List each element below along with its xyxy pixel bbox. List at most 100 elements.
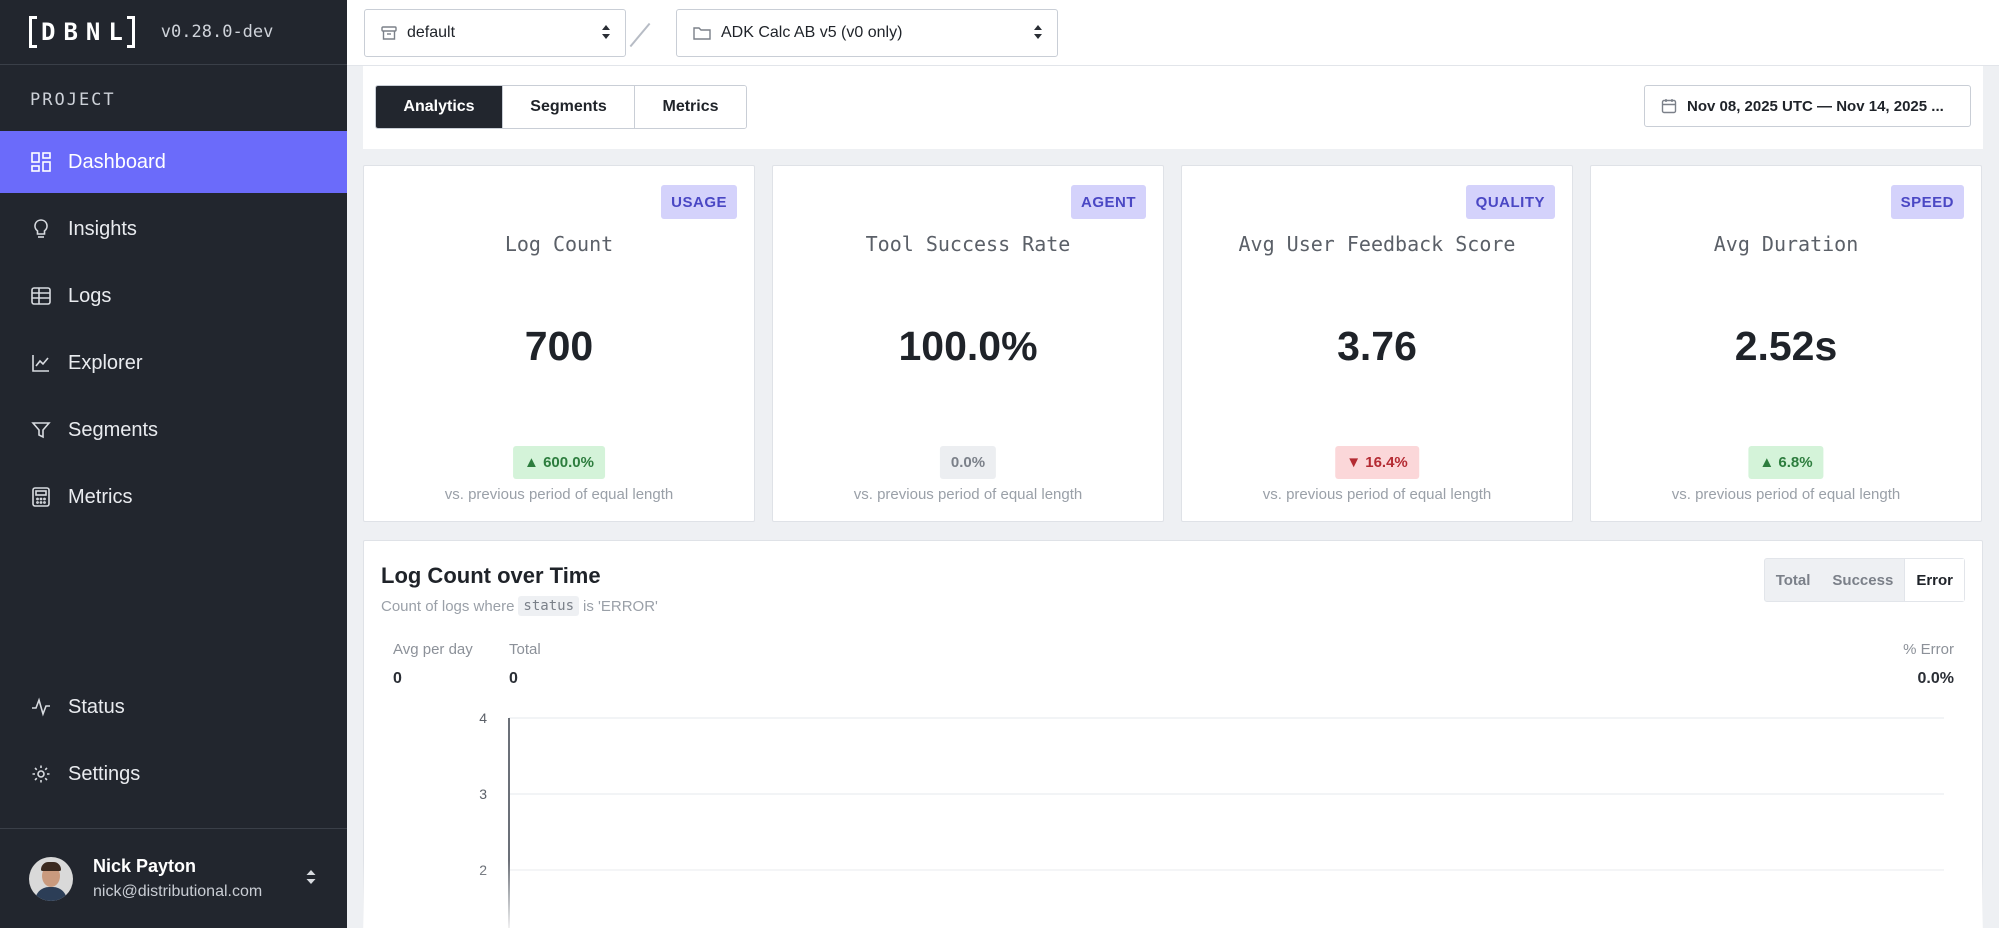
delta-badge: ▲ 600.0% [513,446,605,479]
toggle-total[interactable]: Total [1775,571,1811,589]
activity-icon [30,696,52,718]
sidebar-item-label: Metrics [68,485,133,508]
log-count-chart: 4 3 2 [479,710,1944,928]
sidebar-item-label: Settings [68,762,141,785]
user-email: nick@distributional.com [93,883,263,900]
category-badge: USAGE [661,185,737,219]
sidebar-item-label: Dashboard [68,150,166,173]
user-name: Nick Payton [93,856,197,876]
y-tick-label: 4 [479,710,487,726]
category-badge: AGENT [1071,185,1146,219]
metric-card-avg-duration: SPEED Avg Duration 2.52s ▲ 6.8% vs. prev… [1590,165,1982,522]
panel-title: Log Count over Time [381,563,601,588]
sidebar-item-dashboard[interactable]: Dashboard [0,131,347,193]
namespace-select-value: default [407,24,456,41]
metric-card-avg-user-feedback-score: QUALITY Avg User Feedback Score 3.76 ▼ 1… [1181,165,1573,522]
card-value: 2.52s [1734,323,1838,369]
subtitle-code: status [518,596,579,616]
date-range-value: Nov 08, 2025 UTC — Nov 14, 2025 ... [1687,97,1944,115]
toggle-error[interactable]: Error [1904,559,1964,601]
card-footnote: vs. previous period of equal length [1262,486,1492,503]
stat-value: 0 [393,670,402,687]
sidebar-item-label: Explorer [68,351,143,374]
sidebar-item-label: Insights [68,217,137,240]
subtitle-suffix: is 'ERROR' [583,597,658,615]
stat-label: Total [509,641,541,658]
card-title: Avg Duration [1713,232,1859,256]
table-icon [30,285,52,307]
chevron-up-down-icon [1033,24,1043,45]
tab-metrics[interactable]: Metrics [635,86,746,128]
calendar-icon [1661,98,1677,114]
user-menu[interactable]: Nick Payton nick@distributional.com [0,828,347,928]
panel-subtitle: Count of logs where status is 'ERROR' [381,596,658,616]
topbar: default ADK Calc AB v5 (v0 only) [347,0,1999,66]
sidebar-item-status[interactable]: Status [0,676,347,738]
filter-icon [30,419,52,441]
log-count-panel: Log Count over Time Count of logs where … [363,540,1983,928]
brand-bar: DBNL v0.28.0-dev [0,0,347,65]
sidebar-item-label: Status [68,695,125,718]
card-title: Avg User Feedback Score [1238,232,1516,256]
card-title: Log Count [504,232,614,256]
dashboard-icon [30,151,52,173]
category-badge: QUALITY [1465,185,1555,219]
sidebar-item-settings[interactable]: Settings [0,743,347,805]
tab-segments[interactable]: Segments [503,86,635,128]
gear-icon [30,763,52,785]
calculator-icon [30,486,52,508]
version-label: v0.28.0-dev [160,22,274,42]
sidebar-item-label: Segments [68,418,159,441]
stat-pct-error: % Error 0.0% [1903,641,1954,688]
metric-card-log-count: USAGE Log Count 700 ▲ 600.0% vs. previou… [363,165,755,522]
card-title: Tool Success Rate [865,232,1071,256]
chevron-up-down-icon[interactable] [305,869,317,890]
sidebar-item-explorer[interactable]: Explorer [0,332,347,394]
folder-icon [693,25,711,41]
card-footnote: vs. previous period of equal length [444,486,674,503]
lightbulb-icon [30,218,52,240]
category-badge: SPEED [1890,185,1964,219]
date-range-picker[interactable]: Nov 08, 2025 UTC — Nov 14, 2025 ... [1644,85,1971,127]
archive-icon [381,25,397,41]
sidebar-item-insights[interactable]: Insights [0,198,347,260]
toggle-success[interactable]: Success [1832,571,1894,589]
card-footnote: vs. previous period of equal length [853,486,1083,503]
breadcrumb-separator [629,22,651,48]
y-tick-label: 2 [479,862,487,878]
sidebar-item-segments[interactable]: Segments [0,399,347,461]
status-toggle: Total Success Error [1763,558,1965,602]
view-tabs: Analytics Segments Metrics [375,85,747,129]
avatar [29,856,73,901]
stat-value: 0.0% [1917,670,1954,687]
card-value: 100.0% [898,323,1038,369]
line-chart-icon [30,352,52,374]
card-footnote: vs. previous period of equal length [1671,486,1901,503]
project-select[interactable]: ADK Calc AB v5 (v0 only) [676,9,1058,57]
sidebar-item-label: Logs [68,284,112,307]
project-select-value: ADK Calc AB v5 (v0 only) [721,24,903,41]
logo-text: DBNL [41,18,131,46]
chevron-up-down-icon [601,24,611,45]
card-value: 3.76 [1337,323,1417,369]
dbnl-logo[interactable]: DBNL [29,16,135,48]
metric-card-tool-success-rate: AGENT Tool Success Rate 100.0% 0.0% vs. … [772,165,1164,522]
y-tick-label: 3 [479,786,487,802]
sidebar-item-logs[interactable]: Logs [0,265,347,327]
subtitle-prefix: Count of logs where [381,597,515,615]
card-value: 700 [524,323,594,369]
stat-total: Total 0 [509,641,541,688]
project-section-label: PROJECT [30,90,116,110]
delta-badge: ▼ 16.4% [1335,446,1419,479]
tab-analytics[interactable]: Analytics [376,86,503,128]
stat-label: % Error [1903,641,1954,658]
stat-value: 0 [509,670,518,687]
delta-badge: ▲ 6.8% [1748,446,1824,479]
dashboard-toolbar: Analytics Segments Metrics Nov 08, 2025 … [363,66,1983,149]
sidebar: DBNL v0.28.0-dev PROJECT Dashboard Insig… [0,0,347,928]
namespace-select[interactable]: default [364,9,626,57]
stat-avg-per-day: Avg per day 0 [393,641,473,688]
delta-badge: 0.0% [939,446,997,479]
stat-label: Avg per day [393,641,473,658]
sidebar-item-metrics[interactable]: Metrics [0,466,347,528]
